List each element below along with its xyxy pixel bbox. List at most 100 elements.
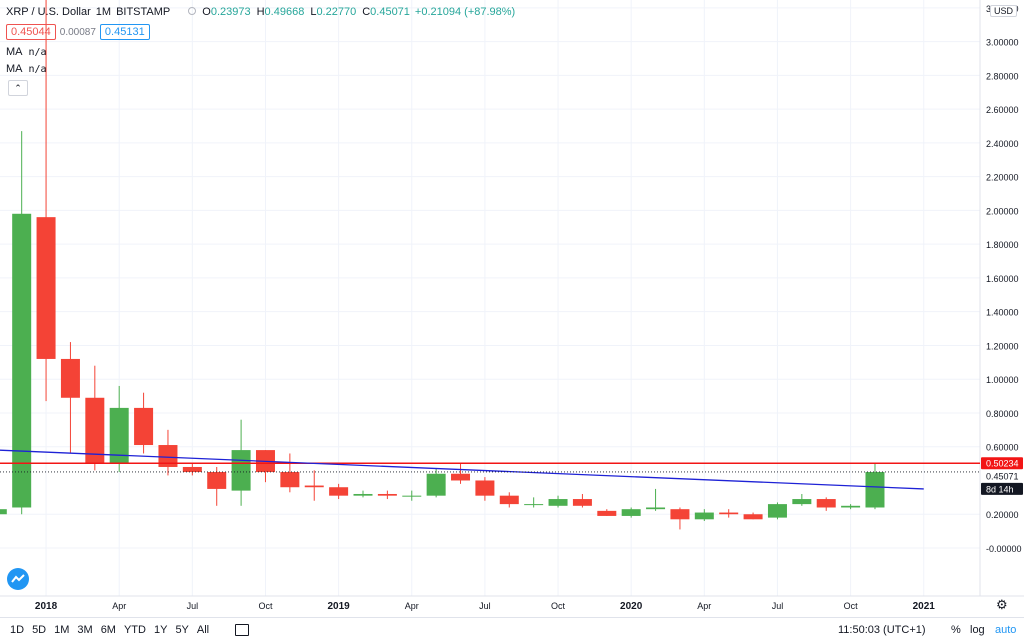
calendar-icon[interactable] [235, 623, 250, 636]
candle-body [0, 509, 7, 515]
price-tick-label: 2.60000 [986, 105, 1019, 115]
high-value: 0.49668 [264, 6, 305, 18]
timeframe-1m[interactable]: 1M [54, 623, 70, 636]
price-badges: 0.50234 0.45071 8d 14h [981, 457, 1023, 495]
gear-icon[interactable]: ⚙ [996, 597, 1008, 612]
candle [524, 497, 544, 508]
interval: 1M [95, 6, 112, 18]
timeframe-ytd[interactable]: YTD [123, 623, 146, 636]
level-price-badge-text: 0.50234 [986, 459, 1019, 469]
candle-body [182, 466, 202, 473]
candle-body [670, 509, 690, 520]
candle [841, 504, 861, 510]
price-tick-label: -0.00000 [986, 544, 1022, 554]
candle [377, 490, 397, 500]
price-tick-label: 0.20000 [986, 510, 1019, 520]
candle [426, 468, 446, 498]
candle-body [207, 472, 227, 489]
auto-scale-button[interactable]: auto [995, 623, 1017, 636]
close-label: C [362, 6, 371, 18]
time-tick-label: Apr [697, 601, 711, 611]
time-tick-label: Oct [551, 601, 566, 611]
change-value: +0.21094 (+87.98%) [414, 6, 516, 18]
candle [304, 470, 324, 501]
candle-body [792, 499, 812, 505]
trend-line [0, 449, 924, 490]
candle [0, 509, 7, 515]
price-tick-label: 1.20000 [986, 341, 1019, 351]
ma-value: n/a [28, 63, 47, 75]
price-tick-label: 0.60000 [986, 443, 1019, 453]
candle [158, 429, 178, 476]
candle [792, 493, 812, 506]
level-price-badge: 0.50234 [981, 457, 1023, 470]
drawings [0, 449, 980, 490]
price-chart[interactable]: 3.400003.200003.000002.800002.600002.400… [0, 0, 1024, 617]
currency-badge[interactable]: USD [990, 5, 1018, 17]
candle-body [60, 358, 80, 398]
candle-body [426, 473, 446, 496]
candle [255, 450, 275, 483]
timeframe-5y[interactable]: 5Y [175, 623, 189, 636]
candle-body [109, 407, 129, 464]
collapse-legend-button[interactable]: ⌃ [8, 80, 28, 96]
countdown-badge: 8d 14h [981, 482, 1023, 495]
candle [499, 492, 519, 508]
candle [60, 342, 80, 454]
exchange: BITSTAMP [116, 6, 171, 18]
timeframe-6m[interactable]: 6M [100, 623, 116, 636]
buy-button[interactable]: 0.45131 [99, 24, 150, 40]
candle-body [499, 495, 519, 505]
ma-label: MA [6, 63, 23, 75]
logo-icon [11, 574, 25, 583]
candle-body [36, 217, 56, 359]
candle [694, 509, 714, 521]
clock-readout[interactable]: 11:50:03 (UTC+1) [838, 623, 926, 636]
time-tick-label: 2020 [620, 601, 643, 612]
candle-body [451, 473, 471, 481]
candle-body [353, 493, 373, 496]
candle [85, 365, 105, 471]
timeframe-1d[interactable]: 1D [10, 623, 25, 636]
sell-button[interactable]: 0.45044 [6, 24, 56, 40]
candle [767, 502, 787, 520]
countdown-badge-bg [981, 482, 1023, 495]
candle-body [719, 512, 739, 515]
candle [109, 385, 129, 473]
chevron-up-icon: ⌃ [14, 82, 22, 93]
last-price-badge-bg [981, 469, 1023, 482]
percent-scale-button[interactable]: % [951, 623, 961, 636]
candle [451, 463, 471, 484]
high-label: H [256, 6, 265, 18]
tradingview-logo[interactable] [7, 568, 29, 590]
timeframe-1y[interactable]: 1Y [153, 623, 168, 636]
time-tick-label: Apr [405, 601, 419, 611]
symbol-name[interactable]: XRP / U.S. Dollar [6, 6, 91, 18]
candle [134, 392, 154, 454]
candle [597, 509, 617, 516]
time-tick-label: Jul [772, 601, 784, 611]
time-tick-label: Apr [112, 601, 126, 611]
price-tick-label: 2.80000 [986, 71, 1019, 81]
candle [743, 512, 763, 520]
candle-body [646, 507, 666, 510]
candle-body [572, 499, 592, 506]
candle-body [304, 485, 324, 488]
candle [402, 490, 422, 501]
status-dot [188, 6, 197, 18]
candle-body [280, 472, 300, 488]
timeframe-5d[interactable]: 5D [32, 623, 47, 636]
ma-indicator-2[interactable]: MA n/a [6, 61, 47, 77]
candle-body [743, 514, 763, 520]
timeframe-3m[interactable]: 3M [77, 623, 93, 636]
candle-body [865, 472, 885, 508]
candle-body [816, 499, 836, 508]
candle-body [12, 213, 32, 508]
log-scale-button[interactable]: log [970, 623, 985, 636]
timeframe-all[interactable]: All [196, 623, 210, 636]
time-tick-label: 2018 [35, 601, 58, 612]
candle-body [85, 397, 105, 464]
ma-indicator-1[interactable]: MA n/a [6, 44, 47, 60]
candle-body [548, 499, 568, 506]
candle [719, 509, 739, 518]
